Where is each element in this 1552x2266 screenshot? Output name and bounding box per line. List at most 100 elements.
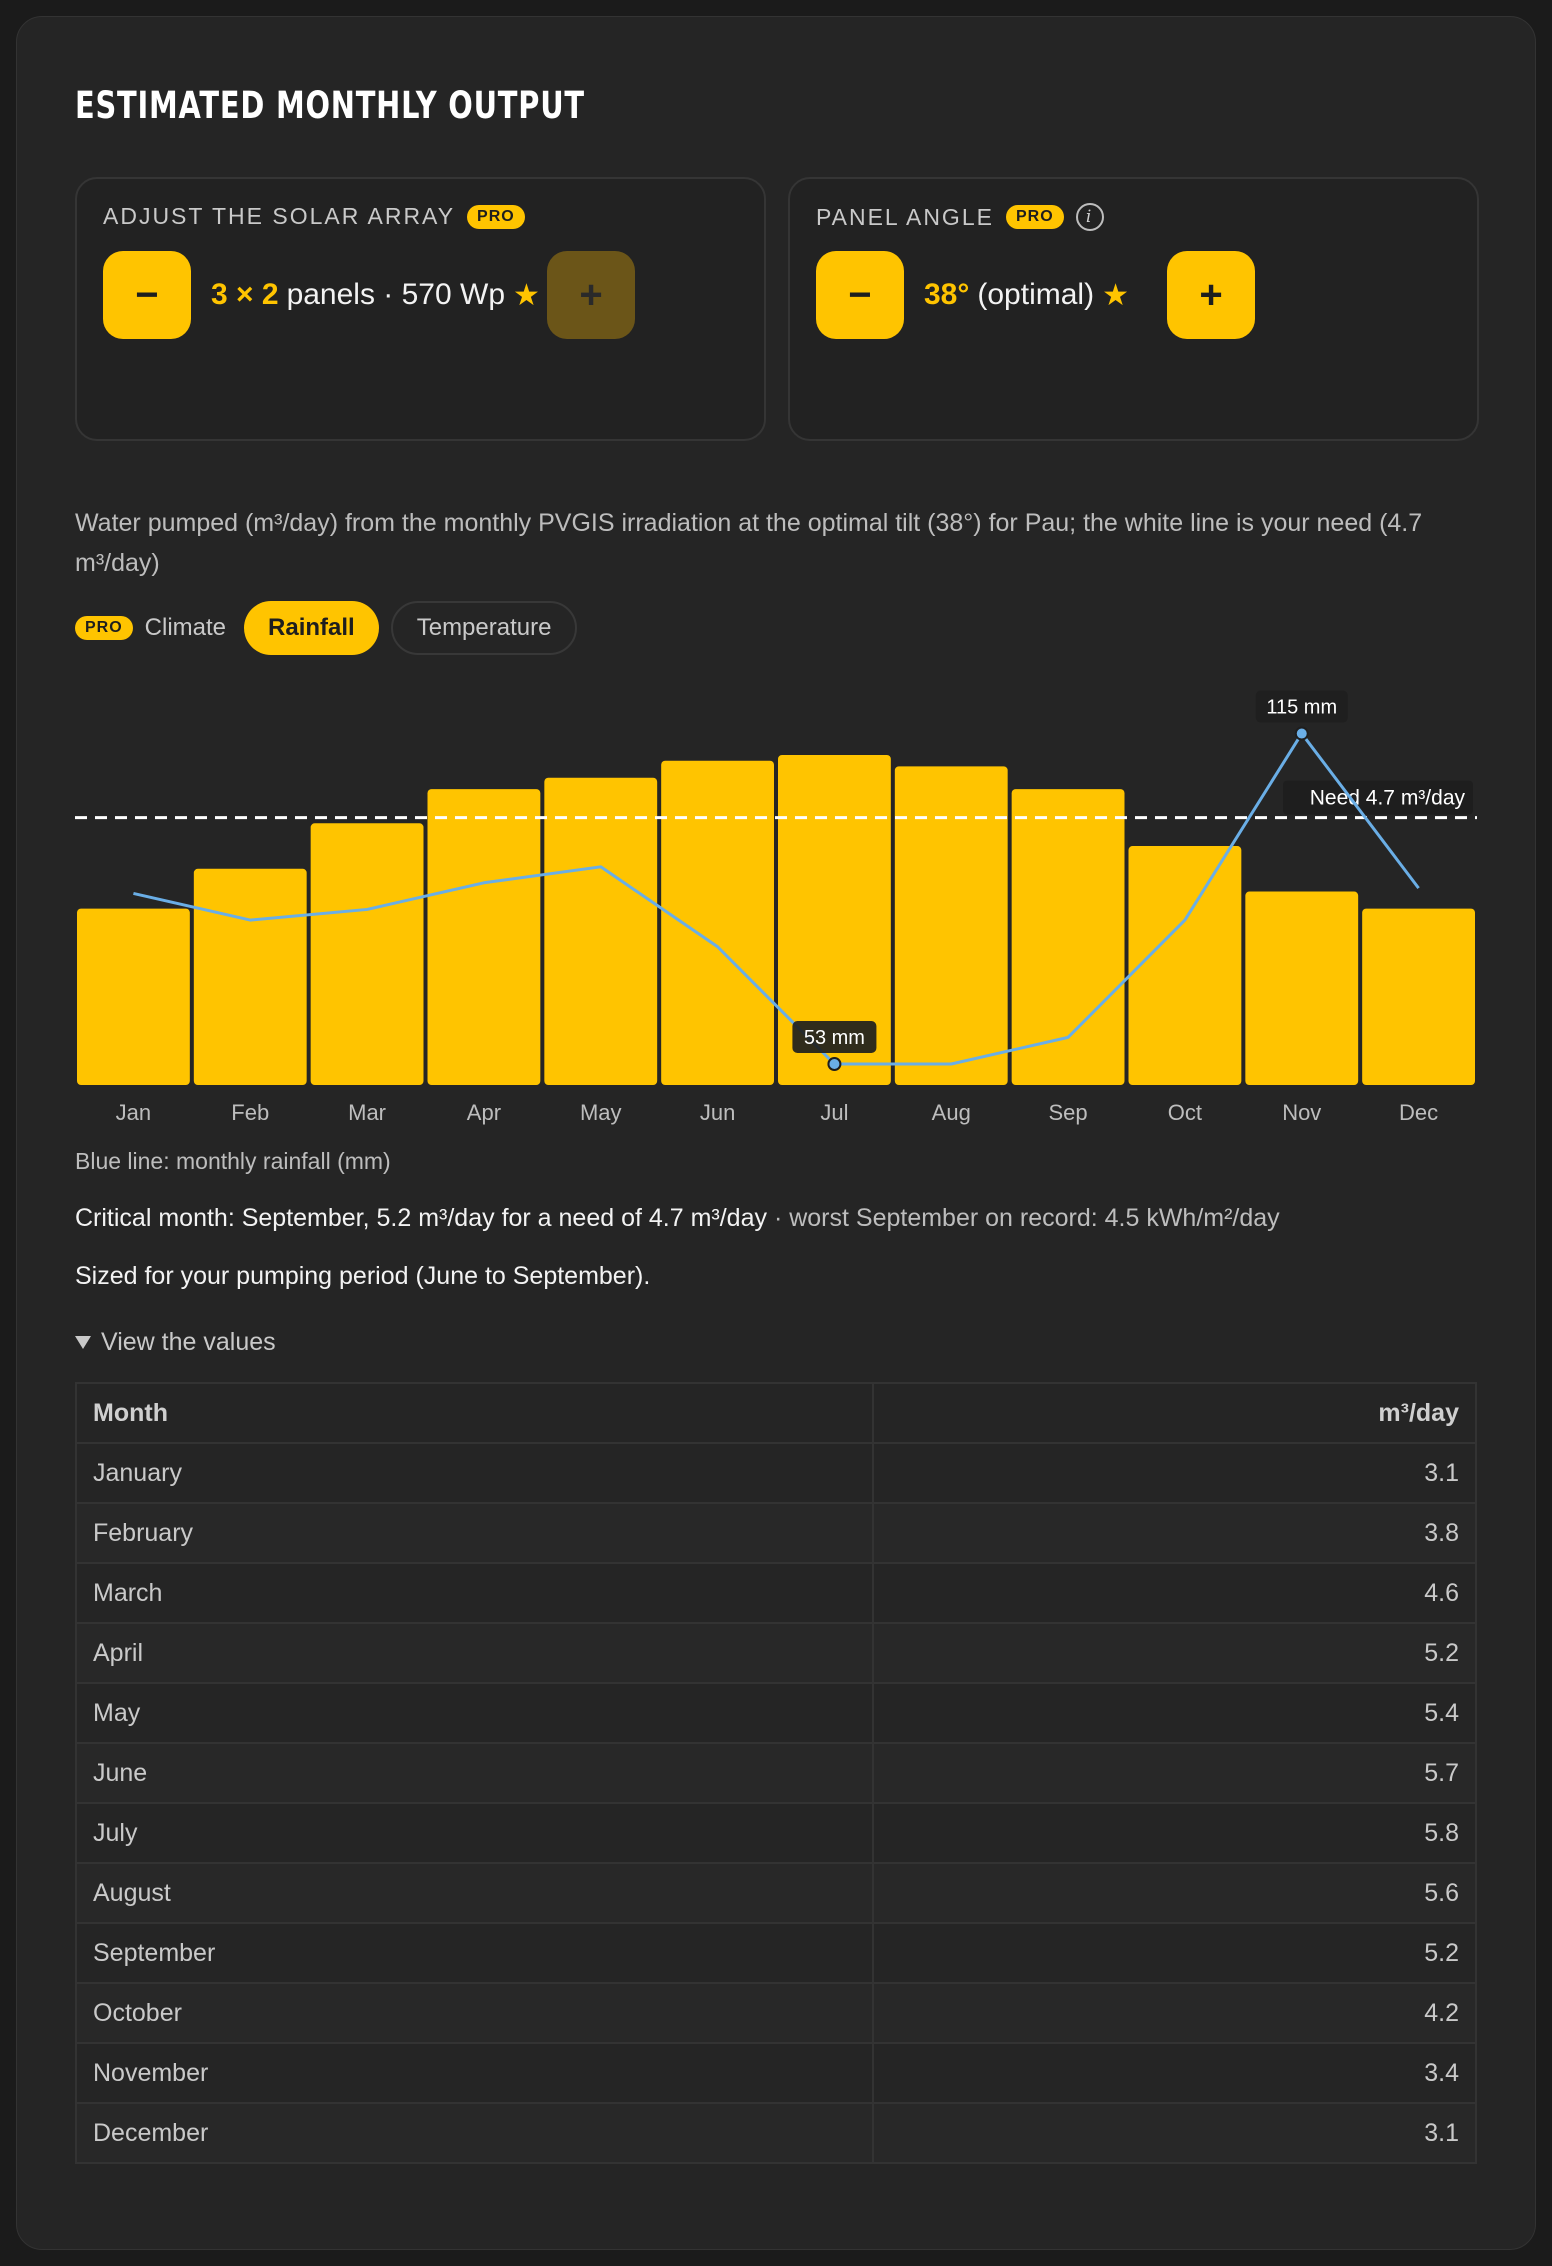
star-icon: ★ <box>513 278 540 312</box>
table-row: January 3.1 <box>75 1442 1477 1504</box>
bar-apr <box>427 789 541 1085</box>
month-cell: January <box>75 1442 874 1504</box>
info-icon[interactable]: i <box>1075 203 1104 231</box>
rainfall-max-label: 115 mm <box>1266 697 1337 719</box>
table-row: November 3.4 <box>75 2042 1477 2104</box>
x-tick-label: Aug <box>932 1100 971 1125</box>
bar-nov <box>1245 891 1359 1085</box>
x-tick-label: May <box>580 1100 622 1125</box>
panel-angle-label: PANEL ANGLE <box>816 203 994 230</box>
value-cell: 3.8 <box>872 1502 1477 1564</box>
bar-jun <box>661 760 774 1085</box>
month-cell: December <box>75 2102 874 2164</box>
value-cell: 3.1 <box>872 2102 1477 2164</box>
view-values-toggle[interactable]: View the values <box>75 1328 276 1357</box>
value-cell: 4.2 <box>872 1982 1477 2044</box>
angle-note: (optimal) <box>977 278 1095 311</box>
month-cell: August <box>75 1862 874 1924</box>
star-icon: ★ <box>1102 278 1129 312</box>
table-row: September 5.2 <box>75 1922 1477 1984</box>
x-tick-label: Nov <box>1282 1100 1321 1125</box>
rainfall-min-label: 53 mm <box>804 1027 865 1049</box>
month-cell: February <box>75 1502 874 1564</box>
bar-mar <box>310 823 424 1085</box>
x-tick-label: Sep <box>1049 1100 1088 1125</box>
angle-value: 38° <box>924 278 970 311</box>
pro-badge: PRO <box>1005 205 1064 229</box>
bar-dec <box>1362 908 1475 1085</box>
bar-jan <box>77 908 190 1085</box>
x-tick-label: Mar <box>348 1100 386 1125</box>
output-chart: Jan Feb Mar Apr May Jun Jul Aug Sep Oct Nov Dec Need… <box>75 690 1477 1125</box>
pro-badge: PRO <box>467 204 525 229</box>
month-cell: October <box>75 1982 874 2044</box>
x-tick-label: Jun <box>700 1100 735 1125</box>
temperature-toggle[interactable]: Temperature <box>390 601 578 655</box>
value-cell: 3.1 <box>872 1442 1477 1504</box>
rainfall-max-point <box>1294 726 1309 741</box>
bar-jul <box>778 755 891 1085</box>
value-cell: 4.6 <box>872 1562 1477 1624</box>
need-label-bg <box>1283 780 1473 815</box>
column-header-volume: m³/day <box>872 1382 1477 1444</box>
month-cell: April <box>75 1622 874 1684</box>
x-tick-label: Jul <box>820 1100 848 1125</box>
solar-array-label: ADJUST THE SOLAR ARRAY <box>103 203 456 229</box>
bar-aug <box>894 766 1008 1085</box>
panel-power: panels · 570 Wp <box>286 278 506 311</box>
table-row: July 5.8 <box>75 1802 1477 1864</box>
panel-count-display: 3 × 2 panels · 570 Wp ★ <box>211 267 540 323</box>
table-header-row: Month m³/day <box>75 1382 1477 1444</box>
climate-toggle: PRO Climate Rainfall Temperature <box>75 601 578 655</box>
month-cell: March <box>75 1562 874 1624</box>
value-cell: 5.6 <box>872 1862 1477 1924</box>
month-cell: September <box>75 1922 874 1984</box>
value-cell: 5.4 <box>872 1682 1477 1744</box>
month-cell: July <box>75 1802 874 1864</box>
bar-feb <box>193 868 307 1085</box>
table-row: February 3.8 <box>75 1502 1477 1564</box>
value-cell: 5.2 <box>872 1622 1477 1684</box>
rainfall-toggle[interactable]: Rainfall <box>244 601 379 655</box>
disclosure-triangle-icon <box>75 1336 91 1349</box>
x-tick-label: Apr <box>467 1100 501 1125</box>
remove-panels-button[interactable]: − <box>103 251 191 339</box>
values-table: Month m³/day January 3.1 February 3.8 March 4… <box>75 1382 1477 2164</box>
bar-oct <box>1128 846 1242 1085</box>
table-row: August 5.6 <box>75 1862 1477 1924</box>
value-cell: 5.7 <box>872 1742 1477 1804</box>
rainfall-min-label-bg <box>792 1021 877 1054</box>
increase-angle-button[interactable]: + <box>1167 251 1255 339</box>
decrease-angle-button[interactable]: − <box>816 251 904 339</box>
solar-array-panel: ADJUST THE SOLAR ARRAY PRO − 3 × 2 panel… <box>75 177 766 441</box>
month-cell: May <box>75 1682 874 1744</box>
month-cell: June <box>75 1742 874 1804</box>
table-row: October 4.2 <box>75 1982 1477 2044</box>
angle-display: 38° (optimal) ★ <box>924 267 1129 323</box>
table-row: April 5.2 <box>75 1622 1477 1684</box>
x-tick-label: Oct <box>1168 1100 1202 1125</box>
table-row: December 3.1 <box>75 2102 1477 2164</box>
x-tick-label: Jan <box>116 1100 151 1125</box>
table-row: June 5.7 <box>75 1742 1477 1804</box>
rainfall-min-point <box>827 1057 842 1072</box>
page-title: ESTIMATED MONTHLY OUTPUT <box>75 84 585 127</box>
chart-description: Water pumped (m³/day) from the monthly P… <box>75 509 1423 577</box>
chart-legend-note: Blue line: monthly rainfall (mm) <box>75 1148 391 1174</box>
value-cell: 5.8 <box>872 1802 1477 1864</box>
value-cell: 5.2 <box>872 1922 1477 1984</box>
panel-angle-panel: PANEL ANGLE PRO i − 38° (optimal) ★ + <box>788 177 1479 441</box>
bar-may <box>544 777 658 1085</box>
bar-sep <box>1011 789 1125 1085</box>
x-tick-label: Dec <box>1399 1100 1438 1125</box>
view-values-label: View the values <box>101 1328 276 1356</box>
rainfall-line <box>133 732 1420 1066</box>
table-row: March 4.6 <box>75 1562 1477 1624</box>
rainfall-max-label-bg <box>1255 690 1348 723</box>
critical-main: Critical month: September, 5.2 m³/day fo… <box>75 1204 767 1232</box>
need-label: Need 4.7 m³/day <box>1310 787 1466 810</box>
add-panels-button[interactable]: + <box>547 251 635 339</box>
month-cell: November <box>75 2042 874 2104</box>
column-header-month: Month <box>75 1382 874 1444</box>
critical-month: Critical month: September, 5.2 m³/day fo… <box>75 1204 1280 1233</box>
